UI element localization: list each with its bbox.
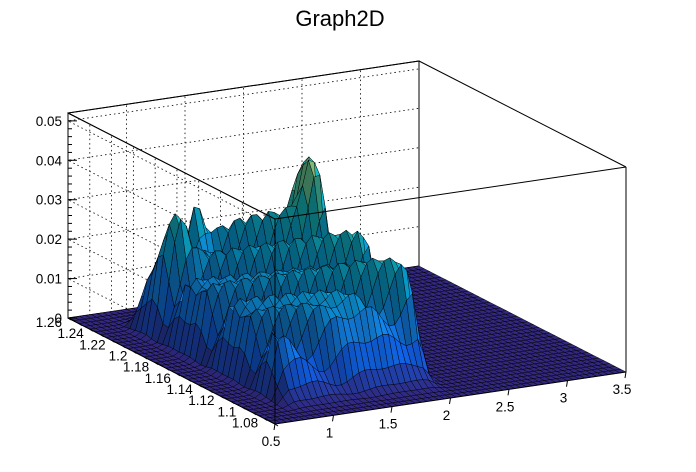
surface-mesh [67, 156, 627, 425]
chart-title: Graph2D [295, 6, 384, 31]
y-tick-label: 1.12 [188, 393, 214, 408]
z-tick-label: 0.02 [36, 232, 62, 247]
front-frame [67, 60, 627, 424]
y-tick-mark [89, 328, 97, 333]
frame-edge-6 [67, 60, 420, 114]
y-minor-tick [252, 412, 257, 416]
x-tick-label: 0.5 [262, 434, 281, 449]
y-tick-label: 1.2 [109, 348, 128, 363]
y-minor-tick [274, 423, 279, 427]
y-minor-tick [187, 378, 192, 382]
x-tick-label: 3 [560, 391, 568, 406]
y-minor-tick [143, 356, 148, 360]
x-tick-mark [624, 371, 627, 379]
x-tick-mark [273, 423, 276, 431]
y-minor-tick [78, 323, 83, 326]
x-tick-label: 3.5 [613, 382, 632, 397]
x-tick-label: 2.5 [496, 399, 515, 414]
y-tick-mark [133, 351, 141, 355]
y-tick-label: 1.26 [36, 315, 62, 330]
y-tick-label: 1.14 [166, 382, 193, 397]
x-tick-label: 2 [443, 408, 451, 423]
y-tick-label: 1.22 [79, 337, 105, 352]
x-tick-label: 1.5 [379, 417, 398, 432]
z-tick-label: 0 [54, 311, 62, 326]
z-gridline-5 [66, 68, 420, 228]
y-tick-mark [111, 339, 119, 344]
y-tick-mark [263, 417, 272, 422]
y-tick-mark [242, 406, 250, 411]
z-tick-label: 0.05 [36, 114, 62, 129]
z-tick-label: 0.01 [36, 272, 62, 287]
x-tick-mark [390, 406, 393, 413]
y-tick-mark [154, 362, 163, 367]
x-tick-label: 1 [326, 425, 334, 440]
axes: 0.511.522.533.51.081.11.121.141.161.181.… [36, 113, 632, 449]
frame-edge-5 [67, 112, 276, 220]
y-tick-label: 1.18 [123, 360, 149, 375]
y-minor-tick [209, 390, 213, 393]
z-tick-label: 0.03 [36, 193, 62, 208]
x-tick-mark [566, 380, 568, 387]
y-minor-tick [100, 334, 104, 338]
y-tick-mark [220, 395, 228, 400]
y-tick-label: 1.1 [218, 404, 237, 419]
y-tick-label: 1.08 [232, 415, 258, 430]
y-tick-mark [198, 384, 206, 389]
z-tick-label: 0.04 [36, 153, 63, 168]
y-minor-tick [122, 345, 126, 349]
x-tick-mark [332, 415, 334, 422]
frame-edge-3 [274, 166, 627, 220]
y-tick-mark [176, 373, 185, 378]
x-tick-mark [449, 397, 451, 405]
x-tick-mark [507, 389, 510, 396]
y-minor-tick [231, 401, 235, 405]
y-tick-label: 1.16 [145, 371, 171, 386]
y-tick-label: 1.24 [58, 326, 85, 341]
y-minor-tick [165, 367, 170, 371]
frame-edge-4 [418, 60, 627, 168]
